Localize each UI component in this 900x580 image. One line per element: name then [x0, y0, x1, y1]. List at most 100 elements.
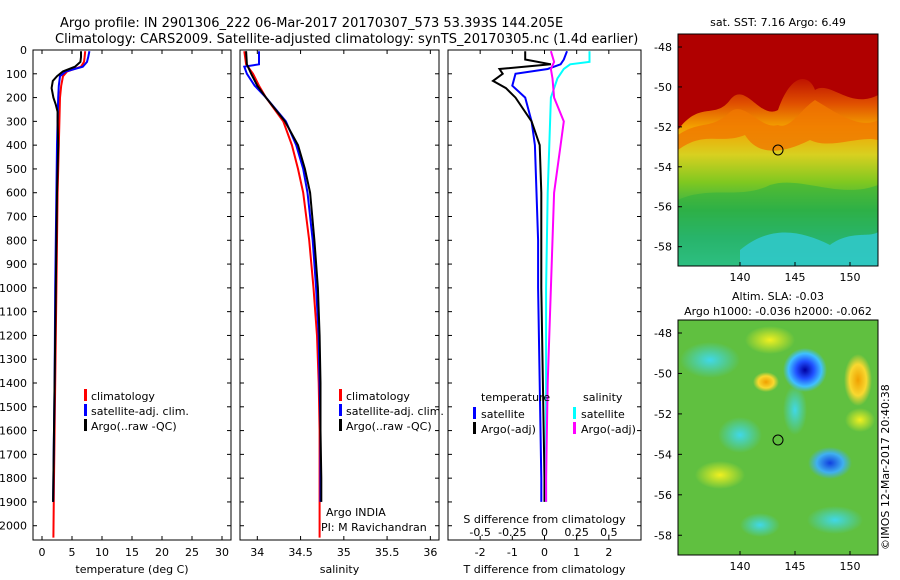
sst-y-tick-label: -54: [654, 161, 672, 174]
salinity-panel: 34 34.5 35 35.5 36 salinity climatology satelli…: [239, 49, 444, 576]
sst-y-tick-label: -58: [654, 241, 672, 254]
diff-legend-salinity-swatch: [573, 422, 576, 434]
sal-legend-label: satellite-adj. clim.: [346, 405, 444, 418]
depth-tick-label: 300: [6, 115, 27, 128]
diff-x-tick-label: 1: [573, 546, 580, 559]
sla-map: Altim. SLA: -0.03 Argo h1000: -0.036 h20…: [654, 290, 892, 573]
sst-argo-location-marker: [772, 144, 784, 156]
temp-x-tick-label: 25: [185, 546, 199, 559]
difference-panel: -2 -1 0 1 2 T difference from climatology -0.5…: [447, 49, 642, 576]
temp-legend-swatch: [84, 404, 87, 416]
temp-x-axis-label: temperature (deg C): [75, 563, 188, 576]
depth-tick-label: 500: [6, 163, 27, 176]
temp-x-tick-label: 15: [125, 546, 139, 559]
sst-map-title: sat. SST: 7.16 Argo: 6.49: [710, 16, 846, 29]
temp-x-tick-label: 5: [69, 546, 76, 559]
diff-legend-temperature-title: temperature: [481, 391, 550, 404]
argo-float-pi: PI: M Ravichandran: [321, 521, 427, 534]
sla-y-tick-label: -56: [654, 489, 672, 502]
depth-tick-label: 1000: [0, 282, 27, 295]
depth-tick-label: 700: [6, 211, 27, 224]
temp-x-tick-label: 20: [155, 546, 169, 559]
temp-x-tick-label: 30: [215, 546, 229, 559]
title-line-1: Argo profile: IN 2901306_222 06-Mar-2017…: [60, 16, 563, 31]
sal-plot-frame: [239, 49, 440, 541]
depth-tick-label: 900: [6, 258, 27, 271]
diff-x-tick-label: 2: [605, 546, 612, 559]
sla-x-tick-label: 140: [730, 560, 751, 573]
temp-legend-label: Argo(..raw -QC): [91, 420, 177, 433]
diff-legend-salinity-label: satellite: [581, 408, 625, 421]
sst-y-tick-label: -50: [654, 81, 672, 94]
sla-y-tick-label: -52: [654, 408, 672, 421]
diff-legend-temperature-swatch: [473, 407, 476, 419]
s-diff-axis-label: S difference from climatology: [463, 513, 626, 526]
sal-legend-swatch: [339, 419, 342, 431]
temperature-panel: 0100200300400500600700800900100011001200…: [0, 44, 232, 576]
temp-x-tick-label: 10: [95, 546, 109, 559]
sal-x-tick-label: 35: [337, 546, 351, 559]
diff-argo-adj-line: [545, 50, 565, 502]
sst-map: sat. SST: 7.16 Argo: 6.49 140 145 150 -48 -5…: [654, 16, 879, 284]
depth-tick-label: 1100: [0, 306, 27, 319]
sal-x-tick-label: 34.5: [288, 546, 313, 559]
depth-tick-label: 400: [6, 139, 27, 152]
depth-tick-label: 2000: [0, 520, 27, 533]
sla-y-tick-label: -58: [654, 529, 672, 542]
temp-x-tick-label: 0: [39, 546, 46, 559]
depth-tick-label: 200: [6, 92, 27, 105]
argo-float-owner: Argo INDIA: [326, 506, 386, 519]
sal-legend-label: climatology: [346, 390, 410, 403]
sst-x-tick-label: 150: [840, 271, 861, 284]
s-diff-tick-label: 0.25: [564, 526, 589, 539]
diff-legend-temperature-label: satellite: [481, 408, 525, 421]
depth-tick-label: 1400: [0, 377, 27, 390]
sla-x-tick-label: 150: [840, 560, 861, 573]
sla-argo-location-marker: [772, 434, 784, 446]
sal-legend-label: Argo(..raw -QC): [346, 420, 432, 433]
depth-tick-label: 600: [6, 187, 27, 200]
s-diff-tick-label: 0.5: [600, 526, 618, 539]
depth-tick-label: 1700: [0, 448, 27, 461]
depth-tick-label: 1800: [0, 472, 27, 485]
sal-x-tick-label: 34: [250, 546, 264, 559]
depth-tick-label: 1300: [0, 353, 27, 366]
diff-legend-temperature-label: Argo(-adj): [481, 423, 536, 436]
s-diff-tick-label: 0: [541, 526, 548, 539]
sst-x-tick-label: 145: [785, 271, 806, 284]
sal-legend-swatch: [339, 404, 342, 416]
depth-tick-label: 100: [6, 68, 27, 81]
sla-map-title-2: Argo h1000: -0.036 h2000: -0.062: [684, 305, 872, 318]
depth-tick-label: 1600: [0, 425, 27, 438]
depth-tick-label: 0: [20, 44, 27, 57]
sla-map-title-1: Altim. SLA: -0.03: [732, 290, 824, 303]
diff-x-tick-label: 0: [541, 546, 548, 559]
diff-legend-salinity-label: Argo(-adj): [581, 423, 636, 436]
diff-x-tick-label: -1: [507, 546, 518, 559]
imos-credit: ©IMOS 12-Mar-2017 20:40:38: [879, 384, 892, 550]
sla-y-tick-label: -48: [654, 327, 672, 340]
temp-legend-label: climatology: [91, 390, 155, 403]
sal-x-axis-label: salinity: [320, 563, 360, 576]
temp-plot-frame: [32, 49, 232, 541]
temp-legend-swatch: [84, 419, 87, 431]
diff-satellite-line: [545, 51, 591, 502]
sal-legend-swatch: [339, 389, 342, 401]
diff-argo-adj-line: [491, 51, 552, 502]
sst-x-tick-label: 140: [730, 271, 751, 284]
sal-x-tick-label: 35.5: [375, 546, 400, 559]
sla-x-tick-label: 145: [785, 560, 806, 573]
temp-legend-swatch: [84, 389, 87, 401]
temp-argo-raw-qc-line: [50, 51, 82, 502]
sal-x-tick-label: 36: [423, 546, 437, 559]
diff-legend-salinity-swatch: [573, 407, 576, 419]
s-diff-tick-label: -0.5: [469, 526, 490, 539]
diff-legend-salinity-title: salinity: [583, 391, 623, 404]
diff-x-axis-label: T difference from climatology: [463, 563, 626, 576]
sal-argo-raw-qc-line: [245, 51, 323, 502]
title-line-2: Climatology: CARS2009. Satellite-adjuste…: [55, 32, 638, 47]
sal-climatology-line: [243, 51, 321, 538]
sla-y-tick-label: -50: [654, 367, 672, 380]
depth-tick-label: 1200: [0, 329, 27, 342]
depth-tick-label: 1900: [0, 496, 27, 509]
